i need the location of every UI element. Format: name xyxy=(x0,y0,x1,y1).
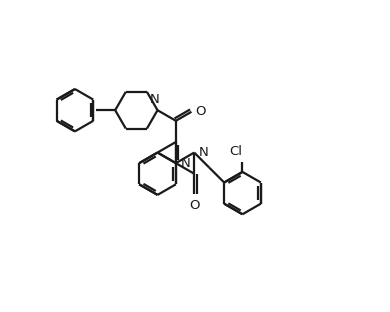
Text: O: O xyxy=(195,105,206,118)
Text: N: N xyxy=(150,93,160,106)
Text: N: N xyxy=(199,146,209,159)
Text: O: O xyxy=(189,199,199,212)
Text: Cl: Cl xyxy=(229,145,242,158)
Text: N: N xyxy=(181,157,190,170)
